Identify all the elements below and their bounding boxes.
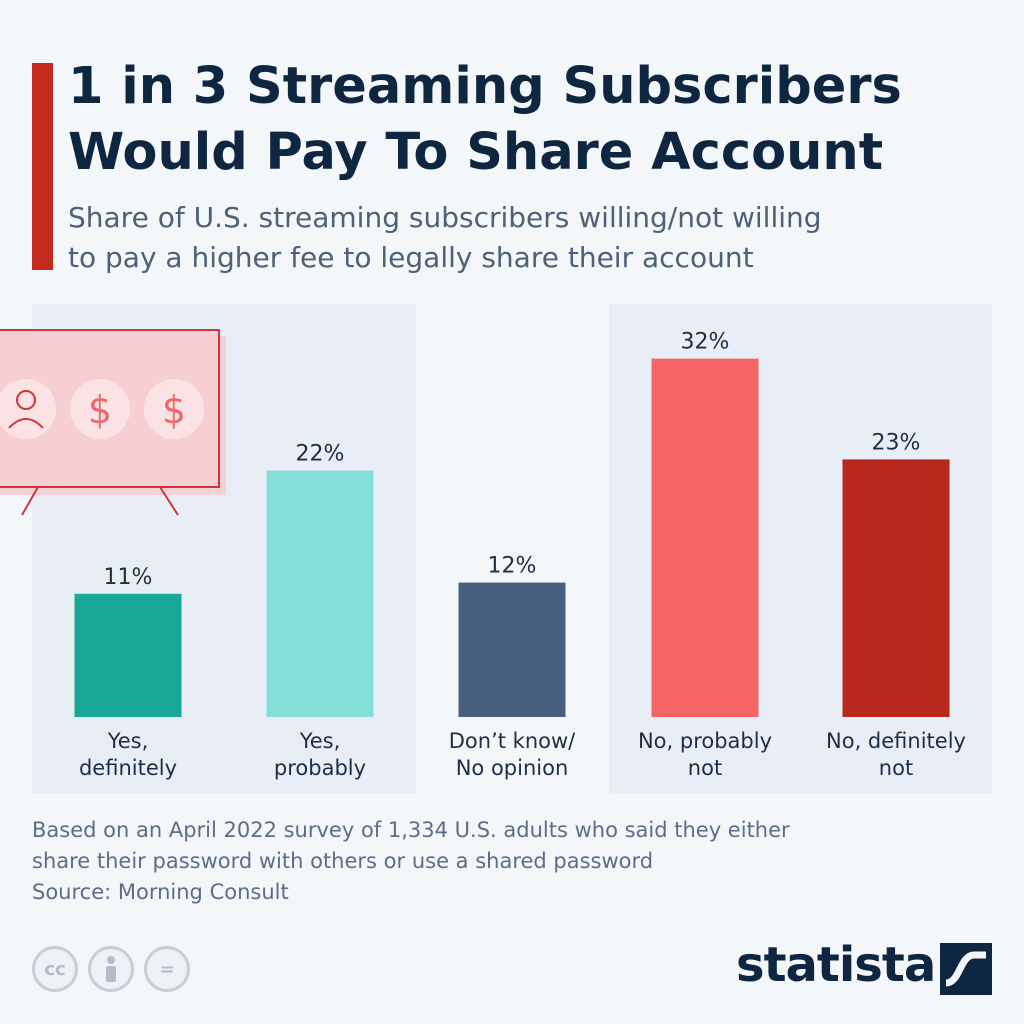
statista-logo-icon bbox=[940, 943, 992, 995]
subtitle-line-1: Share of U.S. streaming subscribers will… bbox=[68, 201, 822, 234]
subtitle-line-2: to pay a higher fee to legally share the… bbox=[68, 241, 754, 274]
no-derivatives-icon[interactable]: = bbox=[144, 946, 190, 992]
bar-3 bbox=[458, 582, 566, 717]
category-label-3-line-1: Don’t know/ bbox=[449, 729, 576, 753]
chart-title: 1 in 3 Streaming Subscribers Would Pay T… bbox=[68, 54, 998, 186]
title-line-2: Would Pay To Share Account bbox=[68, 123, 884, 182]
panel-yes bbox=[32, 304, 416, 794]
category-label-3-line-2: No opinion bbox=[456, 756, 569, 780]
source-text: Source: Morning Consult bbox=[32, 880, 289, 904]
title-accent-bar bbox=[32, 63, 53, 270]
cc-icon[interactable]: cc bbox=[32, 946, 78, 992]
panel-no bbox=[609, 304, 992, 794]
title-line-1: 1 in 3 Streaming Subscribers bbox=[68, 57, 902, 116]
chart-subtitle: Share of U.S. streaming subscribers will… bbox=[68, 198, 968, 278]
license-icons: cc = bbox=[32, 946, 190, 996]
value-label-3: 12% bbox=[488, 554, 537, 579]
survey-note: Based on an April 2022 survey of 1,334 U… bbox=[32, 815, 932, 877]
statista-logo[interactable]: statista bbox=[736, 937, 936, 993]
note-line-2: share their password with others or use … bbox=[32, 849, 654, 873]
note-line-1: Based on an April 2022 survey of 1,334 U… bbox=[32, 818, 790, 842]
attribution-icon[interactable] bbox=[88, 946, 134, 992]
